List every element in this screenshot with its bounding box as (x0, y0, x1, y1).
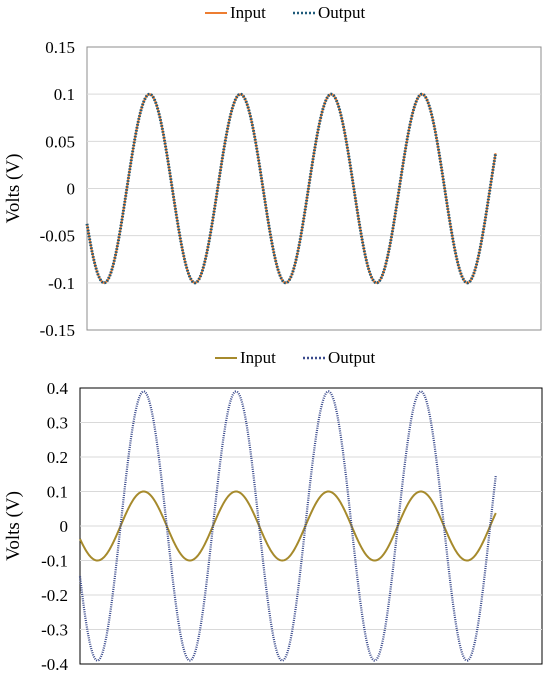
series-input-line (79, 490, 497, 562)
y-tick-label: 0.3 (47, 414, 68, 433)
y-tick-label: 0.2 (47, 448, 68, 467)
y-tick-label: -0.2 (41, 586, 68, 605)
y-tick-label: -0.15 (40, 321, 75, 340)
legend-label-input: Input (240, 348, 276, 367)
legend: Input Output (215, 348, 376, 367)
y-tick-label: -0.4 (41, 655, 68, 674)
y-tick-label: 0.15 (45, 38, 75, 57)
y-tick-label: -0.1 (41, 552, 68, 571)
y-tick-label: 0.4 (47, 379, 69, 398)
y-tick-label: 0 (67, 180, 76, 199)
y-tick-label: 0.05 (45, 132, 75, 151)
y-tick-label: 0.1 (54, 85, 75, 104)
y-tick-label: -0.1 (48, 274, 75, 293)
legend-label-input: Input (230, 3, 266, 22)
y-tick-label: -0.3 (41, 621, 68, 640)
chart-1: 0.15 0.1 0.05 0 -0.05 -0.1 -0.15 Volts (V) Input… (3, 3, 542, 340)
chart-2: 0.4 0.3 0.2 0.1 0 -0.1 -0.2 -0.3 -0.4 Volts (V) In… (3, 348, 543, 674)
legend-label-output: Output (328, 348, 376, 367)
y-tick-label: 0 (60, 517, 69, 536)
y-tick-label: 0.1 (47, 483, 68, 502)
legend: Input Output (205, 3, 366, 22)
legend-label-output: Output (318, 3, 366, 22)
y-tick-label: -0.05 (40, 227, 75, 246)
series-output-line (78, 390, 497, 662)
series-input-line (86, 93, 497, 284)
y-axis-label: Volts (V) (3, 491, 24, 561)
y-axis-label: Volts (V) (3, 154, 24, 224)
